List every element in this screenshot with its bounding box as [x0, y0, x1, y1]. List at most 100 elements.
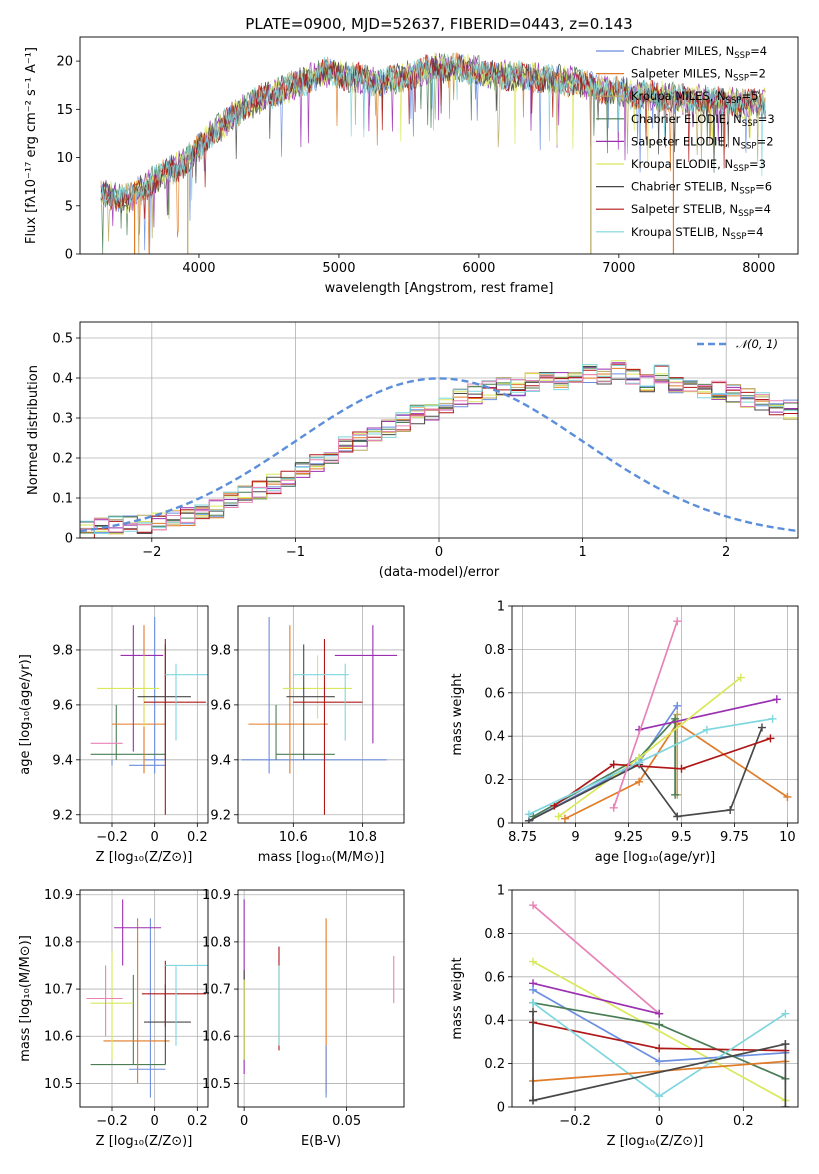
panel-spectrum: 4000 5000 6000 7000 8000 0 5 10 15 20 wavelength […: [24, 36, 799, 296]
weight-line: [528, 727, 763, 822]
spectrum-line: [100, 53, 766, 219]
plot-area: [80, 606, 208, 823]
plot-area: [512, 606, 798, 823]
axes-frame: [511, 605, 799, 824]
x-tick-label: 0.2: [187, 830, 208, 845]
x-tick-label: 4000: [182, 261, 215, 276]
y-tick-label: 15: [56, 103, 73, 118]
x-tick-label: 6000: [462, 261, 495, 276]
weight-line: [532, 1060, 786, 1082]
weight-marker: [529, 901, 538, 910]
legend-label: Kroupa STELIB, NSSP=4: [631, 225, 763, 242]
panel-mass_vs_Z: −0.2 0 0.2 10.5 10.6 10.7 10.8 10.9 Z [log₁₀(Z/Z…: [18, 888, 209, 1149]
y-tick-label: 10.7: [44, 983, 73, 998]
legend-label: Chabrier ELODIE, NSSP=3: [631, 112, 775, 129]
weight-marker: [766, 734, 775, 743]
axes-frame: [79, 605, 209, 824]
x-tick-label: −0.2: [96, 830, 128, 845]
y-tick-label: 0.4: [52, 372, 73, 387]
weight-marker: [673, 812, 682, 821]
plot-area: [512, 890, 798, 1107]
y-tick-label: 10.9: [44, 888, 73, 903]
weight-marker: [529, 957, 538, 966]
weight-marker: [673, 617, 682, 626]
y-tick-label: 9.6: [210, 698, 231, 713]
x-tick-label: 10.8: [348, 830, 377, 845]
x-tick-label: 8.75: [508, 830, 537, 845]
weight-marker: [655, 1044, 664, 1053]
weight-line: [553, 737, 771, 807]
x-tick-label: −2: [142, 545, 161, 560]
x-tick-label: 0: [151, 830, 159, 845]
x-tick-label: 8000: [742, 261, 775, 276]
weight-marker: [655, 1057, 664, 1066]
plot-area: [80, 322, 798, 538]
y-tick-label: 0.2: [484, 1057, 505, 1072]
weight-line: [532, 982, 660, 1015]
y-tick-label: 9.4: [210, 753, 231, 768]
weight-marker: [609, 803, 618, 812]
y-tick-label: 1: [497, 600, 505, 615]
weight-marker: [781, 1009, 790, 1018]
weight-marker: [772, 695, 781, 704]
histogram-step: [80, 364, 798, 534]
x-tick-label: 0: [435, 545, 443, 560]
y-axis-label: Normed distribution: [26, 365, 41, 495]
axes-frame: [79, 36, 799, 255]
x-axis-label: Z [log₁₀(Z/Z⊙)]: [96, 1134, 193, 1149]
y-tick-label: 9.4: [52, 753, 73, 768]
x-axis-label: E(B-V): [301, 1134, 341, 1149]
weight-line: [532, 960, 786, 1102]
weight-marker: [781, 1040, 790, 1049]
legend-label: Kroupa MILES, NSSP=5: [631, 89, 758, 106]
weight-marker: [554, 812, 563, 821]
y-tick-label: 10.6: [202, 1030, 231, 1045]
y-tick-label: 0.8: [484, 927, 505, 942]
y-tick-label: 10.8: [44, 935, 73, 950]
x-tick-label: 0: [151, 1114, 159, 1129]
weight-marker: [529, 985, 538, 994]
x-axis-label: age [log₁₀(age/yr)]: [595, 850, 716, 865]
weight-line: [532, 1043, 786, 1102]
histogram-step: [80, 363, 798, 533]
plot-area: [238, 606, 404, 823]
x-tick-label: −1: [286, 545, 305, 560]
x-tick-label: 5000: [322, 261, 355, 276]
plot-area: [100, 52, 766, 254]
weight-marker: [560, 814, 569, 823]
x-tick-label: 0: [655, 1114, 663, 1129]
plot-area: [238, 890, 404, 1107]
weight-marker: [673, 701, 682, 710]
legend-label: Chabrier MILES, NSSP=4: [631, 44, 767, 61]
y-tick-label: 0.2: [484, 773, 505, 788]
axes-frame: [79, 321, 799, 539]
y-tick-label: 10: [56, 151, 73, 166]
y-axis-label: mass weight: [450, 673, 465, 755]
x-tick-label: 0.05: [332, 1114, 361, 1129]
y-tick-label: 9.8: [210, 643, 231, 658]
panel-mass_vs_ebv: 0 0.05 10.5 10.6 10.7 10.8 10.9 E(B-V): [202, 888, 405, 1149]
x-axis-label: wavelength [Angstrom, rest frame]: [325, 281, 554, 296]
y-axis-label: mass [log₁₀(M/M⊙)]: [18, 935, 33, 1062]
y-axis-label: Flux [fλ10⁻¹⁷ erg cm⁻² s⁻¹ A⁻¹]: [24, 47, 39, 244]
y-tick-label: 10.5: [202, 1077, 231, 1092]
y-tick-label: 9.8: [52, 643, 73, 658]
y-tick-label: 0.3: [52, 412, 73, 427]
weight-marker: [702, 725, 711, 734]
legend-label: Salpeter ELODIE, NSSP=2: [631, 134, 774, 151]
weight-marker: [655, 1092, 664, 1101]
weight-marker: [635, 758, 644, 767]
panel-mass_weight_vs_Z: −0.2 0 0.2 0 0.2 0.4 0.6 0.8 1 Z [log₁₀(Z/Z⊙)] mas…: [450, 884, 799, 1149]
x-tick-label: 7000: [602, 261, 635, 276]
weight-marker: [677, 764, 686, 773]
weight-marker: [529, 1096, 538, 1105]
weight-marker: [673, 710, 682, 719]
axes-frame: [237, 889, 405, 1108]
y-tick-label: 0.6: [484, 686, 505, 701]
y-tick-label: 0.5: [52, 332, 73, 347]
spectrum-line: [100, 53, 766, 208]
y-tick-label: 9.6: [52, 698, 73, 713]
weight-marker: [655, 1009, 664, 1018]
x-tick-label: 10: [779, 830, 796, 845]
